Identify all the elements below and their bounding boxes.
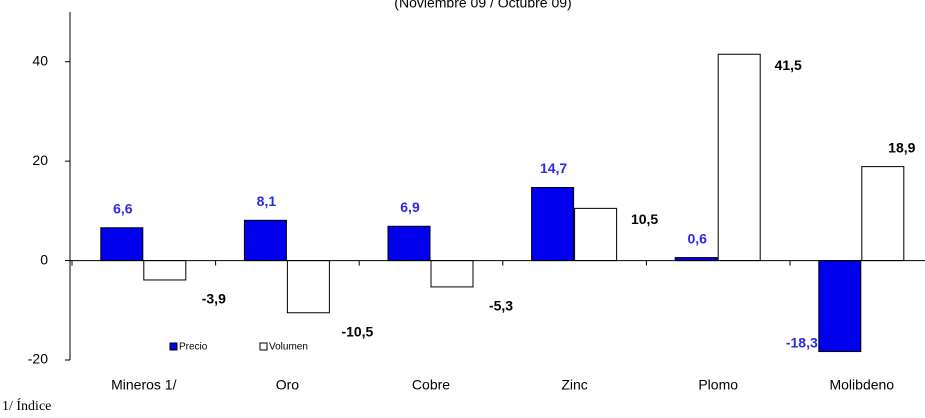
bar: [574, 207, 618, 262]
value-label: 41,5: [775, 57, 802, 73]
bar: [531, 186, 575, 262]
y-tick-label: 0: [40, 251, 48, 267]
x-tick-label: Cobre: [412, 377, 450, 393]
value-label: 14,7: [540, 160, 567, 176]
chart-subtitle: (Noviembre 09 / Octubre 09): [394, 0, 571, 11]
legend-label: Volumen: [269, 342, 308, 353]
value-label: 18,9: [888, 139, 915, 155]
bar: [387, 225, 431, 262]
legend-label: Precio: [179, 342, 208, 353]
value-label: 6,9: [400, 199, 420, 215]
bar: [243, 219, 287, 262]
y-tick-label: -20: [28, 351, 48, 367]
value-label: -5,3: [489, 298, 513, 314]
bar: [861, 166, 905, 262]
x-tick-label: Zinc: [561, 377, 587, 393]
value-label: 8,1: [257, 193, 277, 209]
bar: [100, 227, 144, 262]
bar: [717, 53, 761, 262]
x-tick-label: Mineros 1/: [111, 377, 176, 393]
value-label: 10,5: [631, 211, 658, 227]
x-tick-label: Molibdeno: [829, 377, 894, 393]
y-tick-label: 40: [32, 52, 48, 68]
y-tick-label: 20: [32, 152, 48, 168]
footnote: 1/ Índice: [2, 397, 51, 414]
value-label: -3,9: [202, 291, 226, 307]
bar: [286, 260, 330, 314]
legend-swatch: [259, 342, 268, 351]
value-label: -18,3: [786, 334, 818, 350]
value-label: 0,6: [687, 230, 707, 246]
bar: [143, 260, 187, 281]
value-label: 6,6: [113, 200, 133, 216]
legend-swatch: [169, 342, 178, 351]
x-tick-label: Oro: [276, 377, 300, 393]
x-tick-label: Plomo: [698, 377, 738, 393]
value-label: -10,5: [341, 323, 373, 339]
bar: [430, 260, 474, 288]
bar: [818, 260, 862, 353]
